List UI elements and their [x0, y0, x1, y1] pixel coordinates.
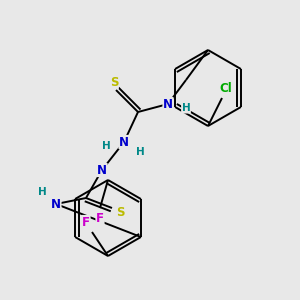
Text: H: H: [136, 147, 144, 157]
Text: N: N: [119, 136, 129, 148]
Text: Cl: Cl: [220, 82, 232, 94]
Text: F: F: [82, 215, 90, 229]
Text: N: N: [97, 164, 107, 176]
Text: S: S: [110, 76, 118, 88]
Text: H: H: [102, 141, 110, 151]
Text: N: N: [51, 197, 61, 211]
Text: F: F: [96, 212, 104, 224]
Text: S: S: [116, 206, 124, 218]
Text: N: N: [163, 98, 173, 110]
Text: H: H: [182, 103, 190, 113]
Text: H: H: [38, 187, 46, 197]
